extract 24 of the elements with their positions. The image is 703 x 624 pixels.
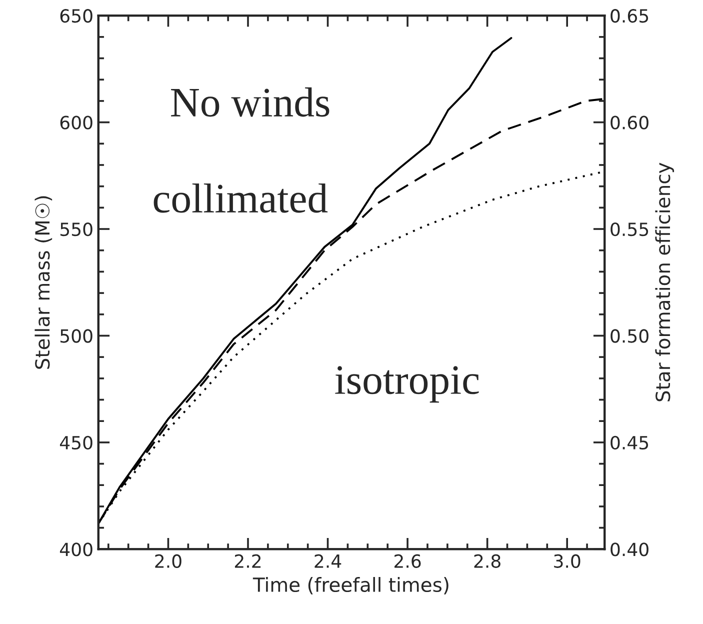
x-tick-label: 3.0: [554, 554, 580, 568]
y2-tick-label: 0.60: [610, 116, 648, 130]
y2-tick-label: 0.65: [610, 9, 648, 23]
y-tick-label: 550: [60, 222, 92, 236]
annotation: collimated: [154, 183, 328, 213]
y-tick-label: 400: [60, 542, 92, 556]
y2-tick-label: 0.40: [610, 542, 648, 556]
y-tick-label: 450: [60, 436, 92, 450]
y2-tick-label: 0.50: [610, 329, 648, 343]
x-axis-title: Time (freefall times): [252, 577, 448, 594]
x-tick-label: 2.2: [234, 554, 261, 568]
x-tick-label: 2.6: [394, 554, 421, 568]
y-tick-label: 500: [60, 329, 92, 343]
y2-axis-title: Star formation efficiency: [655, 162, 674, 402]
annotation: isotropic: [335, 366, 479, 403]
y-axis-title: Stellar mass (M☉): [34, 196, 52, 369]
y-tick-label: 650: [60, 9, 92, 23]
x-tick-label: 2.8: [474, 554, 500, 568]
y-tick-label: 600: [60, 116, 92, 130]
annotation: No winds: [171, 87, 330, 117]
x-tick-label: 2.0: [155, 554, 182, 568]
y2-tick-label: 0.45: [610, 436, 648, 450]
y2-tick-label: 0.55: [610, 222, 648, 236]
x-tick-label: 2.4: [314, 554, 342, 568]
